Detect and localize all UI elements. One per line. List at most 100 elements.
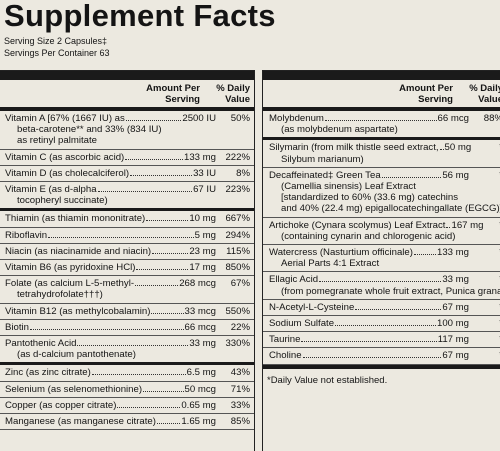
daily-value: * <box>469 302 500 313</box>
column-header: Amount Per Serving % Daily Value <box>0 80 254 111</box>
nutrient-row: Decaffeinated‡ Green Tea 56 mg* (Camellia … <box>263 168 500 218</box>
nutrient-name: Vitamin D (as cholecalciferol) <box>5 167 130 179</box>
nutrient-name: Ellagic Acid <box>269 274 319 286</box>
leader-dots <box>439 149 444 151</box>
nutrient-row: Artichoke (Cynara scolymus) Leaf Extract… <box>263 218 500 246</box>
daily-value: 850% <box>225 262 250 274</box>
footnote: *Daily Value not established. <box>263 364 500 392</box>
daily-value: * <box>469 318 500 329</box>
row-main: Folate (as calcium L-5-methyl- 268 mcg 67% <box>5 278 250 289</box>
leader-dots <box>355 308 442 310</box>
amount: 17 mg <box>189 262 216 274</box>
nutrient-name: Sodium Sulfate <box>269 318 335 330</box>
nutrient-name: Copper (as copper citrate) <box>5 399 117 411</box>
nutrient-row: Selenium (as selenomethionine) 50 mcg 71% <box>0 382 254 398</box>
leader-dots <box>146 220 189 222</box>
nutrient-detail: (containing cynarin and chlorogenic acid… <box>281 230 456 242</box>
rows: Vitamin A [67% (1667 IU) as 2500 IU 50% bet… <box>0 111 254 431</box>
nutrient-row: Choline 67 mg* <box>263 348 500 365</box>
amount: 133 mg <box>437 247 469 259</box>
leader-dots <box>413 254 436 256</box>
row-main: Vitamin C (as ascorbic acid) 133 mg 222% <box>5 152 250 163</box>
leader-dots <box>151 312 184 314</box>
amount: 10 mg <box>189 213 216 225</box>
amount: 67 mg <box>442 301 469 313</box>
nutrient-name: Zinc (as zinc citrate) <box>5 367 91 379</box>
amount: 33 IU <box>193 167 216 179</box>
nutrient-row: Zinc (as zinc citrate) 6.5 mg 43% <box>0 365 254 382</box>
daily-value: 85% <box>230 416 250 428</box>
amount: 33 mg <box>442 274 469 286</box>
leader-dots <box>48 236 194 238</box>
daily-value: 50% <box>230 113 250 124</box>
daily-value: 71% <box>230 383 250 395</box>
nutrient-row: Riboflavin 5 mg 294% <box>0 228 254 244</box>
daily-value: * <box>469 334 500 345</box>
daily-value: 67% <box>230 278 250 290</box>
amount: 33 mcg <box>184 305 216 317</box>
nutrient-name: Silymarin (from milk thistle seed extrac… <box>269 142 439 154</box>
nutrient-name: Watercress (Nasturtium officinale) <box>269 247 413 259</box>
nutrient-name: Choline <box>269 350 302 362</box>
amount: 67 IU <box>193 184 216 196</box>
row-main: Taurine 117 mg* <box>269 334 500 345</box>
nutrient-name: N-Acetyl-L-Cysteine <box>269 301 355 313</box>
rule <box>263 71 500 80</box>
row-main: Decaffeinated‡ Green Tea 56 mg* <box>269 170 500 181</box>
amount: 2500 IU <box>182 113 216 124</box>
row-main: Ellagic Acid 33 mg* <box>269 274 500 285</box>
nutrient-row: Vitamin A [67% (1667 IU) as 2500 IU 50% bet… <box>0 111 254 150</box>
row-main: Watercress (Nasturtium officinale) 133 mg… <box>269 247 500 258</box>
daily-value: 8% <box>236 167 250 179</box>
nutrient-row: Molybdenum 66 mcg 88% (as molybdenum aspart… <box>263 111 500 141</box>
daily-value: * <box>469 350 500 361</box>
nutrient-name: Manganese (as manganese citrate) <box>5 416 156 428</box>
nutrient-name: Vitamin E (as d-alpha <box>5 184 97 196</box>
amount: 23 mg <box>189 245 216 257</box>
amount: 0.65 mg <box>181 399 216 411</box>
rule <box>0 71 254 80</box>
leader-dots <box>77 345 189 347</box>
nutrient-detail: tocopheryl succinate) <box>17 195 108 207</box>
nutrient-name: Decaffeinated‡ Green Tea <box>269 169 381 181</box>
daily-value: 43% <box>230 367 250 379</box>
row-main: Pantothenic Acid 33 mg 330% <box>5 338 250 349</box>
nutrient-row: Manganese (as manganese citrate) 1.65 mg 8… <box>0 414 254 431</box>
row-main: Vitamin B6 (as pyridoxine HCl) 17 mg 850% <box>5 262 250 273</box>
nutrient-name: Selenium (as selenomethionine) <box>5 383 143 395</box>
leader-dots <box>324 120 437 121</box>
row-main: Riboflavin 5 mg 294% <box>5 230 250 241</box>
nutrient-name: Folate (as calcium L-5-methyl- <box>5 278 135 290</box>
leader-dots <box>91 374 186 376</box>
nutrient-name: Vitamin B12 (as methylcobalamin) <box>5 305 151 317</box>
leader-dots <box>152 252 189 254</box>
nutrient-row: N-Acetyl-L-Cysteine 67 mg* <box>263 300 500 317</box>
daily-value: * <box>471 142 500 153</box>
row-main: Thiamin (as thiamin mononitrate) 10 mg 667… <box>5 213 250 224</box>
nutrient-name: Taurine <box>269 334 301 346</box>
row-main: Vitamin A [67% (1667 IU) as 2500 IU 50% <box>5 113 250 124</box>
nutrient-row: Ellagic Acid 33 mg*(from pomegranate whol… <box>263 272 500 300</box>
nutrient-name: Vitamin B6 (as pyridoxine HCl) <box>5 262 136 274</box>
daily-value: 22% <box>230 321 250 333</box>
row-main: Vitamin B12 (as methylcobalamin) 33 mcg 55… <box>5 306 250 317</box>
row-main: Copper (as copper citrate) 0.65 mg 33% <box>5 400 250 411</box>
leader-dots <box>301 341 437 343</box>
nutrient-name: Artichoke (Cynara scolymus) Leaf Extract <box>269 219 446 231</box>
nutrient-detail: Silybum marianum) <box>281 153 364 165</box>
leader-dots <box>130 174 193 176</box>
nutrient-row: Biotin 66 mcg 22% <box>0 320 254 337</box>
nutrient-name: Biotin <box>5 321 29 333</box>
daily-value: 294% <box>225 229 250 241</box>
daily-value: * <box>469 274 500 285</box>
title: Supplement Facts <box>4 0 276 33</box>
row-main: Zinc (as zinc citrate) 6.5 mg 43% <box>5 367 250 378</box>
leader-dots <box>156 423 181 425</box>
nutrient-row: Thiamin (as thiamin mononitrate) 10 mg 667… <box>0 211 254 228</box>
daily-value: 330% <box>225 338 250 350</box>
nutrient-row: Sodium Sulfate 100 mg* <box>263 316 500 333</box>
leader-dots <box>143 390 184 392</box>
nutrient-detail: (from pomegranate whole fruit extract, P… <box>281 285 500 297</box>
nutrient-detail: (as molybdenum aspartate) <box>281 124 398 136</box>
daily-value: 222% <box>225 151 250 163</box>
